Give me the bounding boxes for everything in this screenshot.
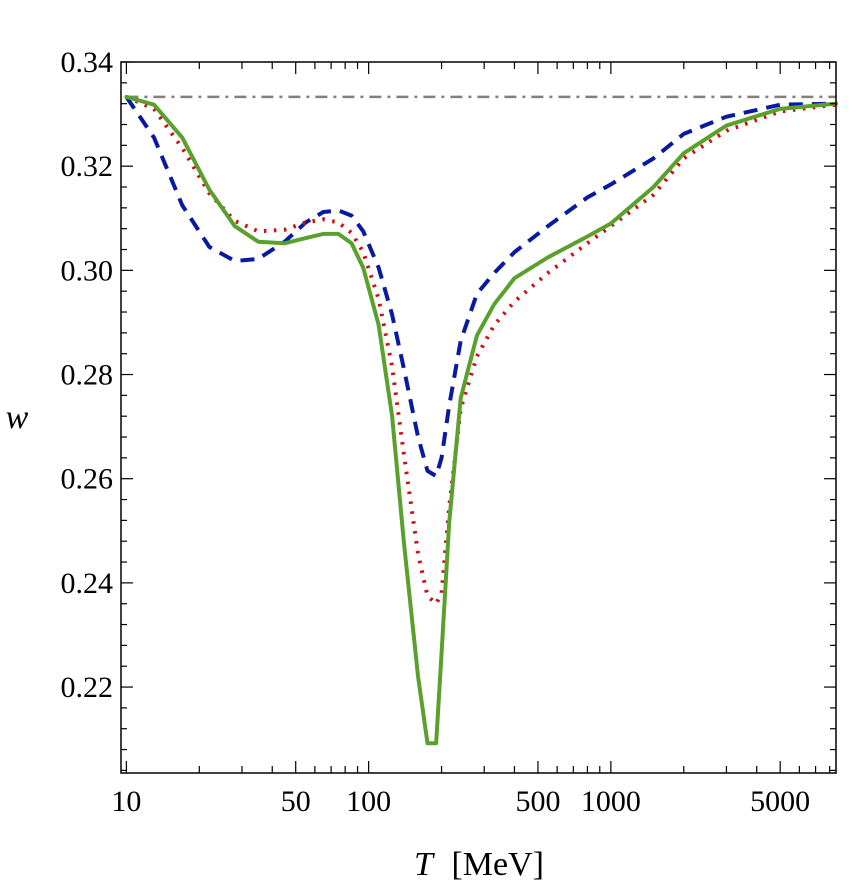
series-layer	[124, 94, 838, 746]
y-tick-label: 0.32	[61, 150, 114, 183]
series-line-solid	[124, 94, 838, 746]
x-tick-label: 50	[281, 785, 311, 818]
x-tick-label: 1000	[581, 785, 641, 818]
y-tick-label: 0.24	[61, 567, 114, 600]
series-line-dashed	[124, 95, 837, 479]
x-tick-label: 5000	[750, 785, 810, 818]
x-tick-label: 500	[515, 785, 560, 818]
y-tick-label: 0.26	[61, 463, 114, 496]
series-line-dotted	[125, 95, 837, 606]
ticks-layer: 10 50 100 500 1000 5000 0.22 0.24 0.26 0.28 0.30 0.…	[61, 46, 836, 818]
x-axis-title: T [MeV]	[414, 846, 544, 883]
x-axis-title-unit: [MeV]	[451, 846, 544, 883]
x-tick-label: 10	[111, 785, 141, 818]
y-tick-label: 0.22	[61, 671, 114, 704]
y-tick-label: 0.28	[61, 359, 114, 392]
x-tick-label: 100	[346, 785, 391, 818]
y-tick-label: 0.30	[61, 254, 114, 287]
x-axis-title-variable: T	[414, 846, 435, 883]
y-tick-label: 0.34	[61, 46, 114, 79]
plot-frame	[120, 61, 837, 774]
y-axis-title: w	[6, 399, 29, 436]
